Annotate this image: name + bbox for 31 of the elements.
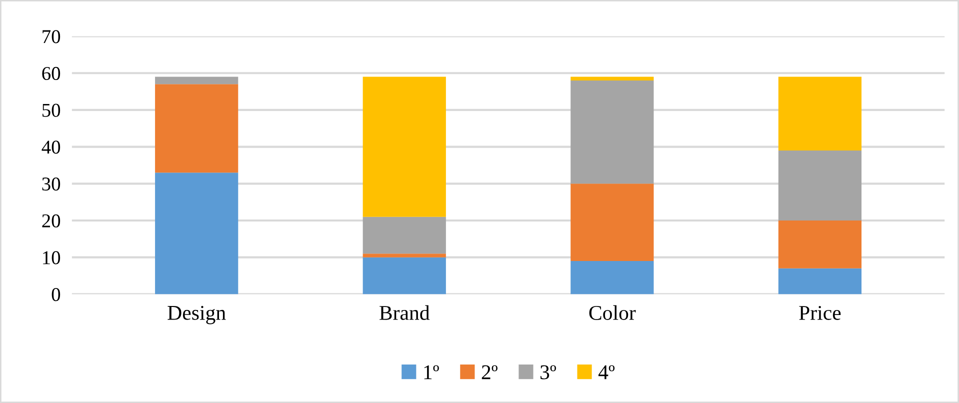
- bar: [778, 76, 862, 150]
- bar: [570, 80, 654, 184]
- bar: [362, 216, 446, 254]
- bar: [570, 184, 654, 262]
- bar: [155, 172, 238, 294]
- y-tick-label: 70: [42, 30, 60, 44]
- bar: [570, 76, 654, 80]
- bar: [362, 257, 446, 294]
- legend-label: 2º: [482, 365, 498, 380]
- y-tick-label: 40: [42, 140, 60, 154]
- x-tick-label: Color: [589, 305, 636, 320]
- legend-label: 1º: [424, 365, 439, 380]
- bar: [362, 76, 446, 217]
- legend-label: 4º: [598, 365, 615, 380]
- bar: [155, 76, 238, 84]
- legend-label: 3º: [540, 365, 556, 380]
- x-tick-label: Design: [168, 306, 226, 324]
- y-tick-label: 20: [42, 214, 60, 228]
- y-tick-label: 60: [42, 66, 60, 80]
- x-tick-label: Brand: [380, 305, 430, 320]
- bar: [778, 150, 862, 220]
- bar: [778, 220, 862, 268]
- y-tick-label: 10: [43, 251, 60, 264]
- y-tick-label: 30: [42, 177, 60, 191]
- bar: [155, 84, 238, 173]
- bar: [570, 261, 654, 294]
- x-tick-label: Price: [799, 306, 841, 320]
- y-tick-label: 50: [42, 104, 60, 117]
- y-tick-label: 0: [52, 288, 60, 302]
- bar: [362, 254, 446, 258]
- bar: [778, 268, 862, 294]
